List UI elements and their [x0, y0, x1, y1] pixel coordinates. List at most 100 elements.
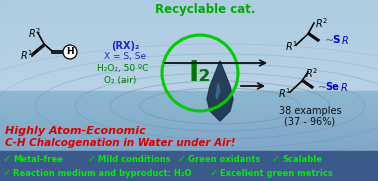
Text: C-H Chalcogenation in Water under Air!: C-H Chalcogenation in Water under Air! [5, 138, 235, 148]
Bar [0, 137, 378, 138]
Bar [0, 147, 378, 148]
Text: 38 examples: 38 examples [279, 106, 341, 116]
Bar [0, 13, 378, 14]
Bar [0, 122, 378, 123]
Bar [0, 96, 378, 97]
Bar [0, 178, 378, 179]
Bar [0, 173, 378, 174]
Bar [0, 144, 378, 145]
Text: $R^1$: $R^1$ [278, 86, 291, 100]
Bar [0, 53, 378, 54]
Bar [0, 138, 378, 139]
Bar [0, 163, 378, 164]
Bar [0, 65, 378, 66]
Bar [0, 105, 378, 106]
Polygon shape [207, 61, 233, 121]
Bar [0, 158, 378, 159]
Bar [0, 151, 378, 152]
Bar [0, 64, 378, 65]
Bar [0, 157, 378, 158]
Bar [0, 99, 378, 100]
Bar [0, 63, 378, 64]
Bar [0, 76, 378, 77]
Bar [0, 94, 378, 95]
Bar [0, 67, 378, 68]
Bar [0, 108, 378, 109]
Bar [0, 60, 378, 61]
Bar [0, 153, 378, 154]
Bar [0, 104, 378, 105]
Bar [0, 44, 378, 45]
Bar [0, 7, 378, 8]
Bar [0, 91, 378, 92]
Bar [0, 39, 378, 40]
Bar [0, 135, 378, 136]
Bar [0, 6, 378, 7]
Bar [0, 131, 378, 132]
Circle shape [63, 45, 77, 59]
Bar [0, 89, 378, 90]
Bar [0, 9, 378, 10]
Bar [0, 149, 378, 150]
Bar [0, 69, 378, 70]
Bar [0, 82, 378, 83]
Bar [0, 127, 378, 128]
Bar [0, 29, 378, 30]
Bar [0, 113, 378, 114]
Bar [0, 107, 378, 108]
Text: Mild conditions: Mild conditions [98, 155, 170, 163]
Bar [0, 18, 378, 19]
Text: (RX)₂: (RX)₂ [111, 41, 139, 51]
Bar [0, 54, 378, 55]
Bar [0, 25, 378, 26]
Bar [0, 125, 378, 126]
Bar [0, 171, 378, 172]
Text: ✓: ✓ [3, 168, 11, 178]
Text: Metal-free: Metal-free [13, 155, 63, 163]
Bar [0, 2, 378, 3]
Bar [0, 5, 378, 6]
Bar [0, 97, 378, 98]
Text: Recyclable cat.: Recyclable cat. [155, 3, 255, 16]
Text: X = S, Se: X = S, Se [104, 52, 146, 62]
Bar [0, 152, 378, 153]
Bar [0, 102, 378, 103]
Bar [0, 116, 378, 117]
Bar [0, 160, 378, 161]
Bar [0, 168, 378, 169]
Bar [0, 26, 378, 27]
Bar [0, 170, 378, 171]
Bar [0, 112, 378, 113]
Bar [0, 40, 378, 41]
Bar [0, 180, 378, 181]
Bar [0, 66, 378, 67]
Bar [0, 31, 378, 32]
Bar [0, 141, 378, 142]
Bar [0, 27, 378, 28]
Bar [0, 106, 378, 107]
Bar [0, 51, 378, 52]
Bar [0, 15, 378, 16]
Bar [0, 16, 378, 17]
Text: Excellent green metrics: Excellent green metrics [220, 169, 333, 178]
Text: ✓: ✓ [88, 154, 96, 164]
Text: ✓: ✓ [178, 154, 186, 164]
Bar [0, 30, 378, 31]
Bar [0, 10, 378, 11]
Text: (37 - 96%): (37 - 96%) [284, 117, 336, 127]
Bar [0, 129, 378, 130]
Bar [0, 80, 378, 81]
Bar [0, 145, 378, 146]
Text: ✓: ✓ [3, 154, 11, 164]
Bar [0, 72, 378, 73]
Text: Reaction medium and byproduct: H₂O: Reaction medium and byproduct: H₂O [13, 169, 192, 178]
Text: $R$: $R$ [340, 81, 348, 93]
Bar [0, 11, 378, 12]
Bar [0, 34, 378, 35]
Bar [0, 164, 378, 165]
Bar [0, 71, 378, 72]
Bar [0, 43, 378, 44]
Text: Green oxidants: Green oxidants [188, 155, 260, 163]
Bar [0, 143, 378, 144]
Text: H: H [66, 47, 74, 56]
